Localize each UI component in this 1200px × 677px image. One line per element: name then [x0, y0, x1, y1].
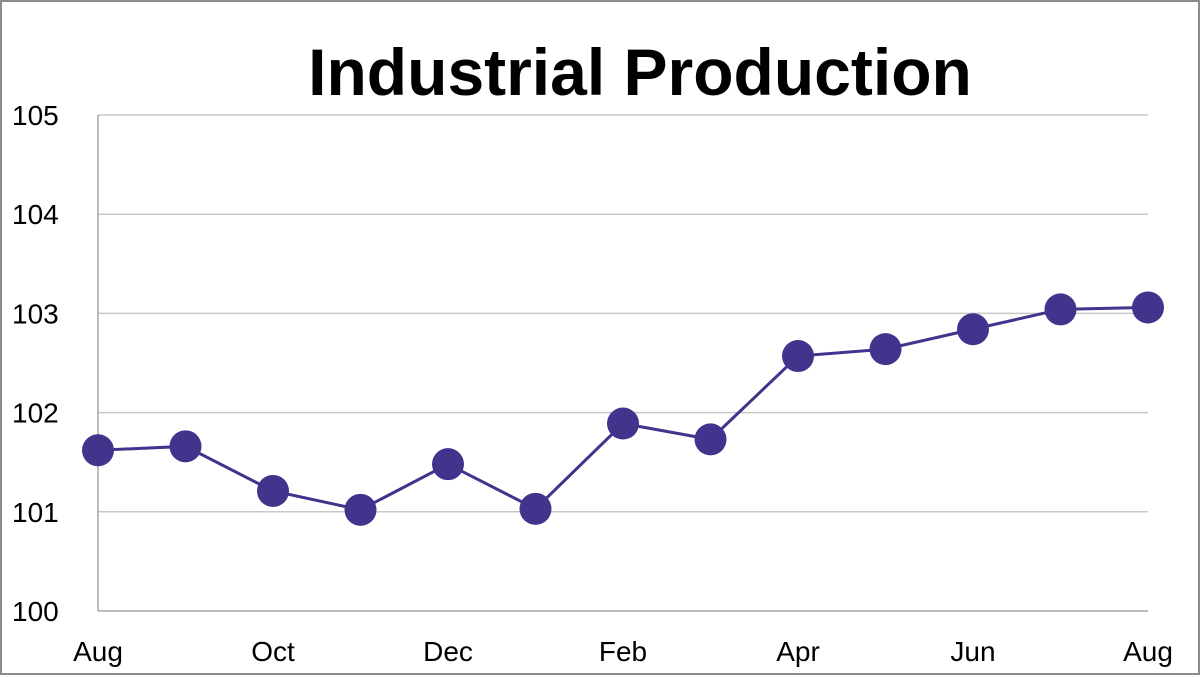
data-point: [869, 333, 902, 366]
x-tick-label: Oct: [251, 636, 295, 667]
data-point: [694, 423, 727, 456]
data-point: [957, 313, 989, 346]
data-point: [607, 407, 639, 440]
data-point: [169, 430, 202, 463]
x-tick-label: Aug: [1123, 636, 1173, 667]
data-point: [432, 448, 464, 481]
y-tick-label: 105: [12, 100, 59, 131]
data-point: [519, 492, 552, 525]
y-tick-label: 103: [12, 298, 59, 329]
x-tick-label: Dec: [423, 636, 473, 667]
x-tick-label: Feb: [599, 636, 647, 667]
chart-title: Industrial Production: [308, 35, 972, 109]
x-tick-label: Aug: [73, 636, 123, 667]
y-tick-label: 101: [12, 497, 59, 528]
y-tick-label: 102: [12, 398, 59, 429]
data-point: [1044, 293, 1077, 326]
x-tick-label: Jun: [950, 636, 995, 667]
y-tick-label: 104: [12, 199, 59, 230]
x-tick-label: Apr: [776, 636, 820, 667]
data-point: [1132, 291, 1164, 324]
data-point: [82, 434, 114, 467]
data-point: [257, 474, 289, 507]
data-point: [344, 493, 377, 526]
data-point: [782, 340, 814, 373]
y-tick-label: 100: [12, 596, 59, 627]
